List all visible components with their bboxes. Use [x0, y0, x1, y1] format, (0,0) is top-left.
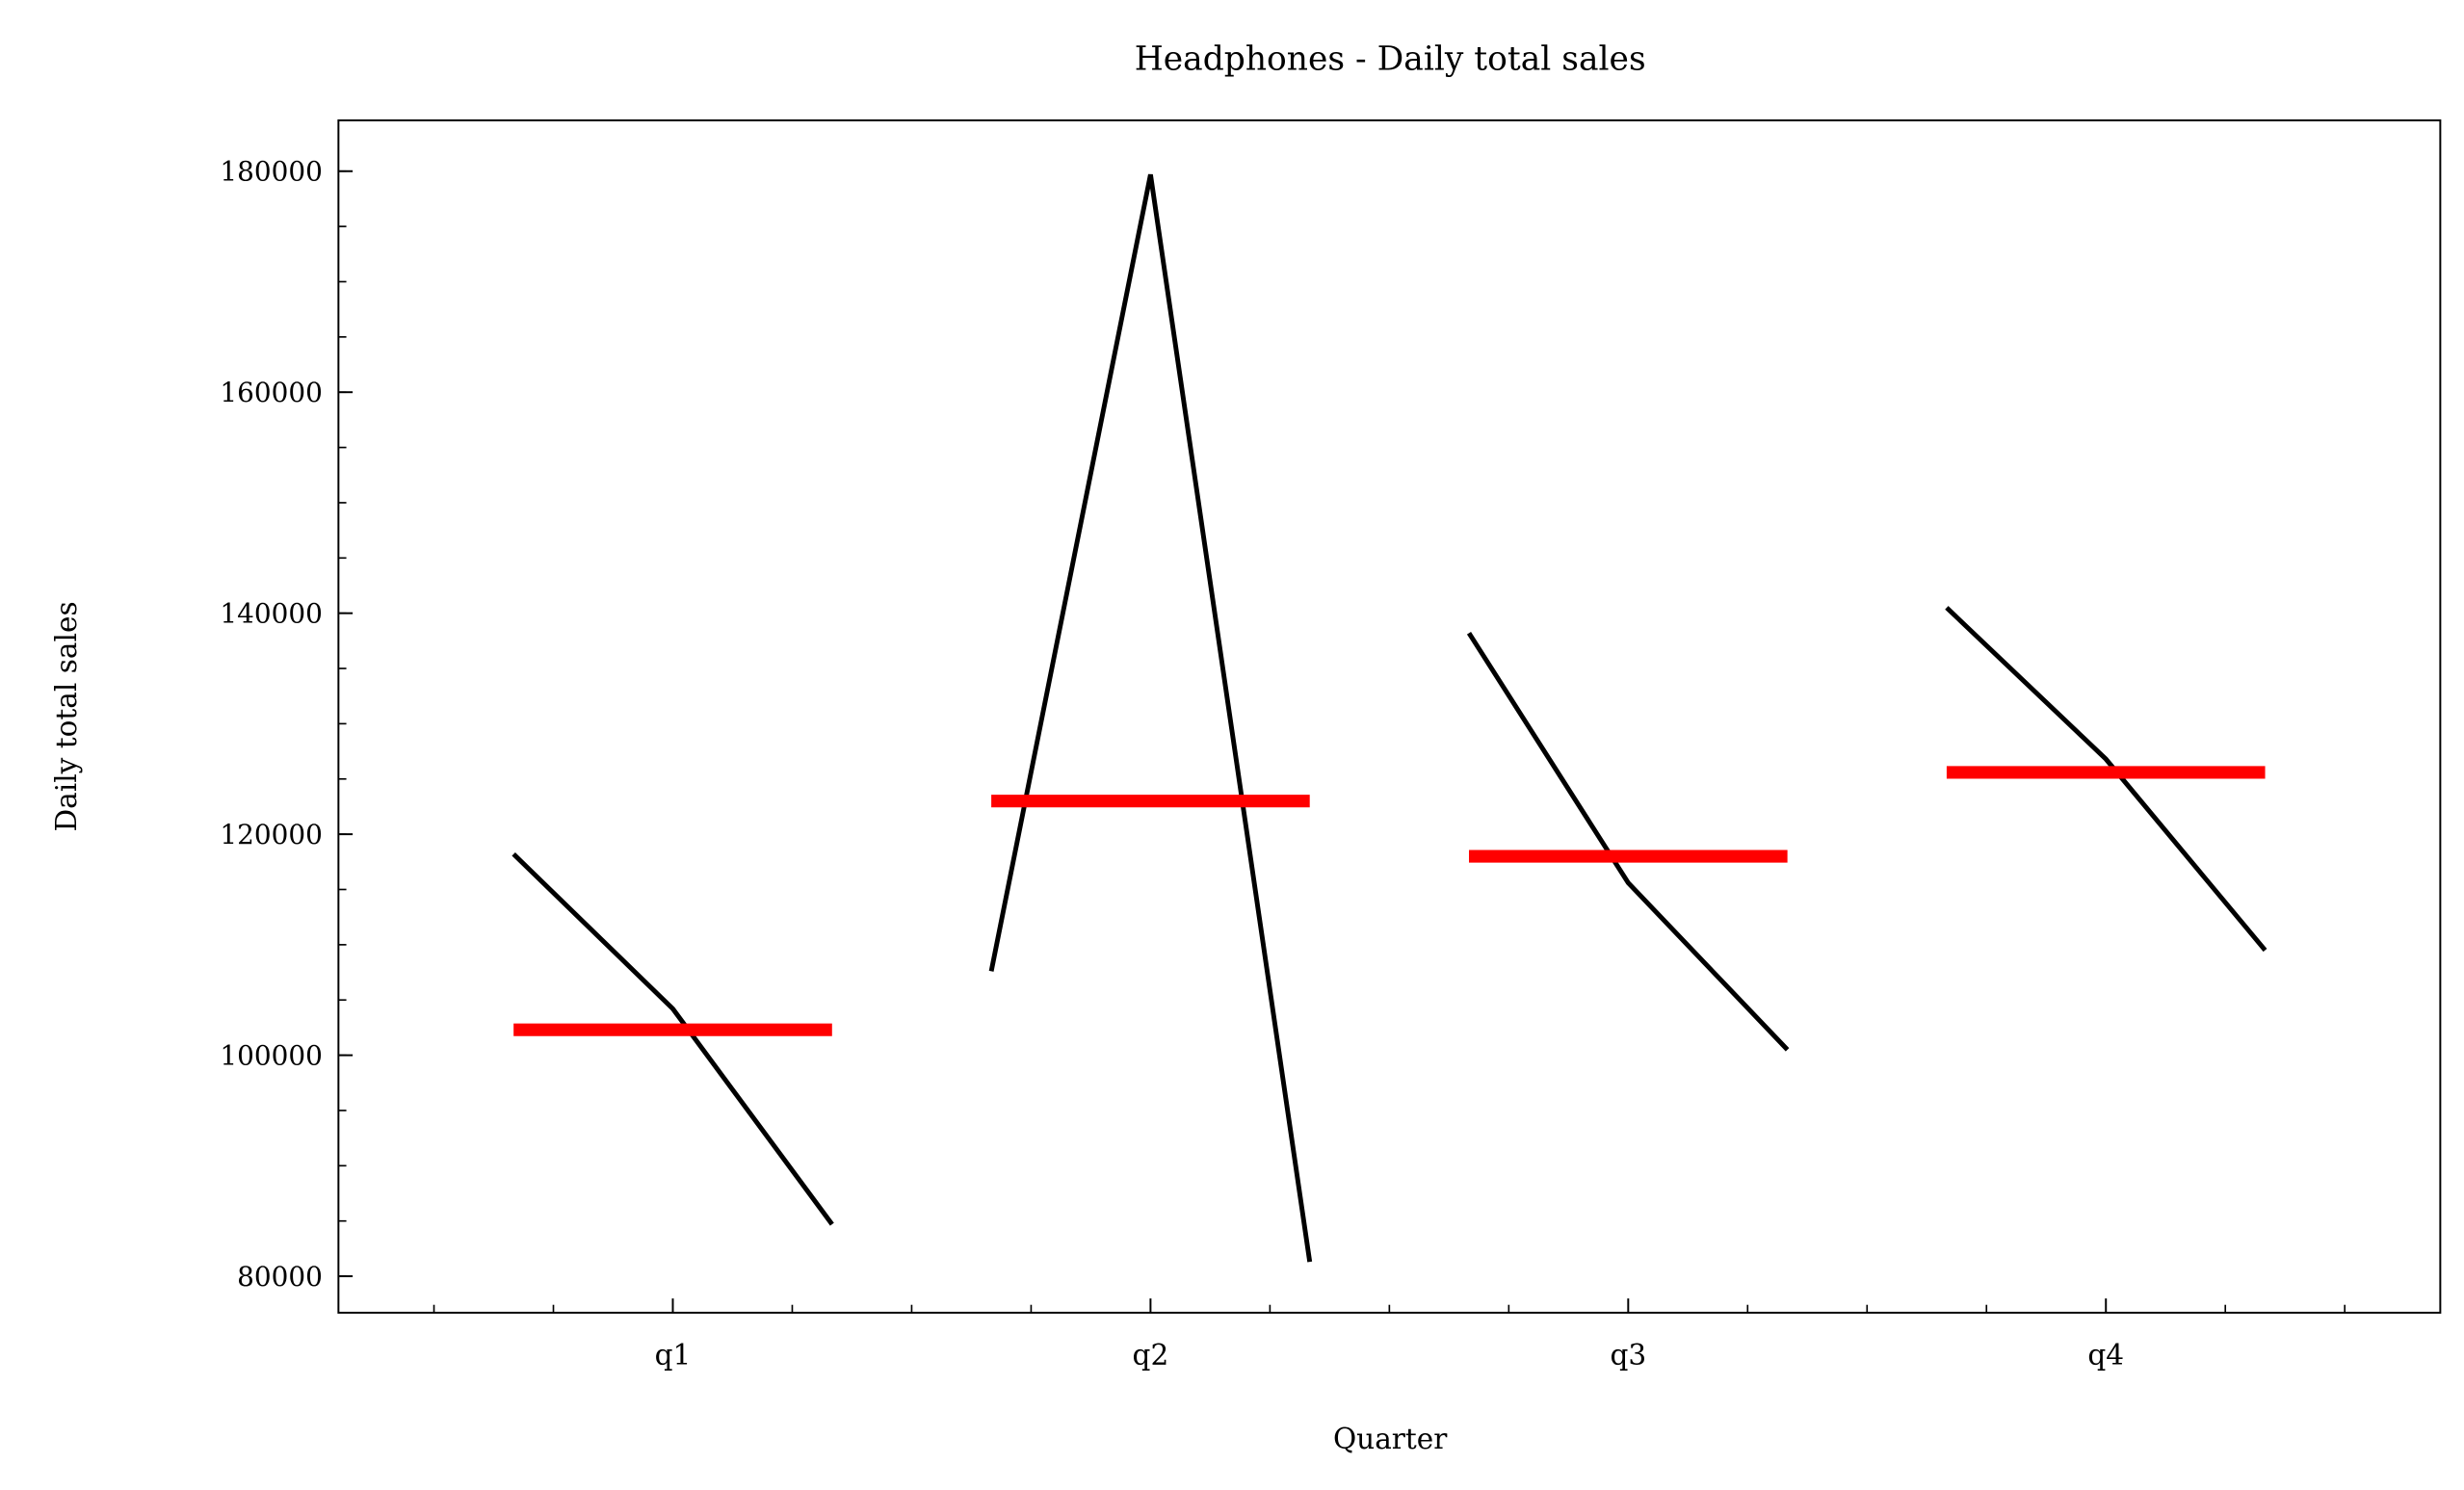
- x-tick-label: q2: [1133, 1339, 1169, 1372]
- y-tick-label: 160000: [220, 377, 323, 408]
- y-tick-label: 80000: [237, 1261, 323, 1293]
- x-tick-label: q3: [1610, 1339, 1646, 1372]
- y-axis-label: Daily total sales: [50, 601, 83, 831]
- x-tick-label: q1: [655, 1339, 692, 1372]
- plot-frame: [337, 118, 2442, 1314]
- x-tick-label: q4: [2087, 1339, 2124, 1372]
- chart-title: Headphones - Daily total sales: [1135, 39, 1646, 78]
- y-tick-label: 180000: [220, 156, 323, 188]
- subseries-line: [1466, 632, 1790, 1052]
- subseries-line: [988, 173, 1313, 1263]
- subseries-line: [1945, 606, 2267, 953]
- y-tick-label: 120000: [220, 819, 323, 850]
- y-tick-label: 140000: [220, 598, 323, 630]
- x-axis-label: Quarter: [1333, 1423, 1448, 1455]
- subseries-line: [511, 852, 834, 1226]
- y-tick-label: 100000: [220, 1039, 323, 1071]
